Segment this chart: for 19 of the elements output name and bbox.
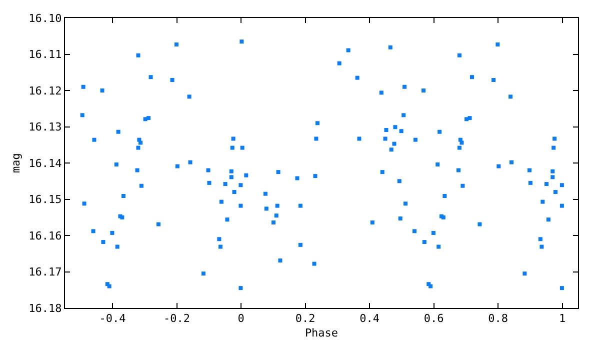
y-tick-label: 16.12 <box>28 84 62 98</box>
y-axis-title: mag <box>9 153 22 173</box>
x-axis-title: Phase <box>304 326 338 340</box>
y-tick-label: 16.18 <box>28 302 62 315</box>
x-tick-label: 0 <box>238 312 244 326</box>
y-tick-label: 16.10 <box>28 12 62 25</box>
x-tick-label: 0.8 <box>488 312 508 326</box>
y-tick-label: 16.17 <box>28 266 62 279</box>
y-tick-label: 16.15 <box>28 193 62 206</box>
x-tick-label: 0.2 <box>295 312 316 326</box>
x-tick-label: 1 <box>558 312 566 326</box>
y-tick-label: 16.16 <box>28 229 62 242</box>
x-tick-label: 0.4 <box>360 312 380 326</box>
x-tick-label: -0.4 <box>99 312 126 326</box>
x-tick-label: -0.2 <box>164 312 190 326</box>
y-tick-label: 16.11 <box>28 48 62 62</box>
x-tick-label: 0.6 <box>424 312 444 326</box>
y-tick-label: 16.13 <box>28 120 62 134</box>
y-tick-label: 16.14 <box>28 156 62 170</box>
